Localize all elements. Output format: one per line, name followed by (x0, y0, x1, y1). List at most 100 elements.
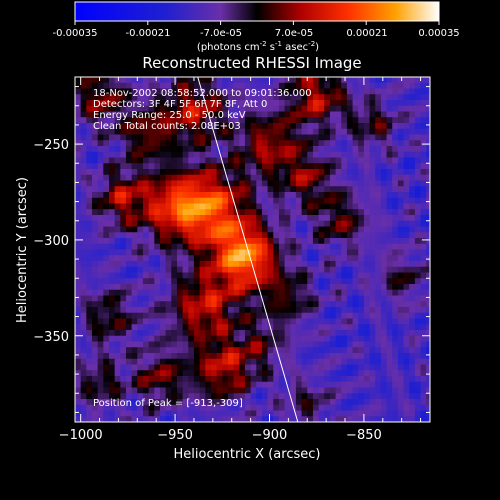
heatmap-cell (380, 88, 388, 95)
heatmap-cell (369, 364, 376, 371)
heatmap-cell (176, 203, 184, 210)
heatmap-cell (403, 266, 410, 274)
heatmap-cell (375, 197, 382, 205)
heatmap-cell (97, 404, 104, 412)
heatmap-cell (159, 358, 167, 366)
heatmap-cell (216, 203, 223, 210)
heatmap-cell (346, 192, 354, 199)
heatmap-cell (267, 77, 274, 84)
heatmap-cell (403, 180, 410, 187)
heatmap-cell (267, 353, 274, 360)
heatmap-cell (199, 255, 206, 262)
heatmap-cell (222, 203, 229, 210)
heatmap-cell (386, 307, 393, 314)
heatmap-cell (307, 324, 314, 331)
heatmap-cell (414, 255, 422, 262)
heatmap-cell (125, 146, 133, 153)
heatmap-cell (114, 272, 121, 279)
heatmap-cell (176, 243, 184, 251)
heatmap-cell (154, 77, 161, 84)
heatmap-cell (114, 376, 121, 383)
heatmap-cell (301, 88, 308, 95)
heatmap-cell (329, 157, 337, 164)
heatmap-cell (380, 278, 388, 285)
heatmap-cell (142, 416, 150, 422)
heatmap-cell (352, 232, 359, 239)
heatmap-cell (205, 272, 212, 279)
heatmap-cell (250, 220, 257, 228)
heatmap-cell (86, 157, 93, 164)
heatmap-cell (114, 111, 121, 118)
heatmap-cell (154, 249, 161, 256)
heatmap-cell (335, 370, 342, 377)
heatmap-cell (188, 272, 195, 279)
heatmap-cell (290, 370, 297, 377)
heatmap-cell (120, 335, 127, 343)
heatmap-cell (205, 134, 212, 141)
heatmap-cell (267, 278, 274, 285)
heatmap-cell (154, 404, 161, 412)
heatmap-cell (369, 284, 376, 291)
heatmap-cell (414, 295, 422, 302)
heatmap-cell (176, 232, 184, 239)
heatmap-cell (114, 238, 121, 245)
heatmap-cell (210, 341, 218, 348)
heatmap-cell (182, 180, 189, 187)
heatmap-cell (346, 330, 354, 337)
heatmap-cell (267, 341, 274, 348)
heatmap-cell (250, 209, 257, 216)
heatmap-cell (97, 82, 104, 90)
heatmap-cell (80, 238, 87, 245)
heatmap-cell (222, 399, 229, 406)
heatmap-cell (120, 376, 127, 383)
heatmap-cell (75, 324, 82, 331)
heatmap-cell (318, 341, 325, 348)
heatmap-cell (358, 169, 365, 176)
heatmap-cell (239, 105, 246, 113)
heatmap-cell (120, 261, 127, 268)
heatmap-cell (273, 376, 280, 383)
heatmap-cell (188, 151, 195, 159)
heatmap-cell (148, 215, 155, 222)
heatmap-cell (386, 318, 393, 325)
heatmap-cell (250, 295, 257, 302)
heatmap-cell (148, 123, 155, 130)
heatmap-cell (205, 146, 212, 153)
heatmap-cell (392, 289, 399, 297)
heatmap-cell (120, 186, 127, 193)
heatmap-cell (414, 312, 422, 320)
heatmap-cell (318, 215, 325, 222)
heatmap-cell (125, 105, 133, 113)
heatmap-cell (239, 111, 246, 118)
heatmap-cell (375, 180, 382, 187)
heatmap-cell (80, 266, 87, 274)
heatmap-cell (358, 100, 365, 107)
heatmap-cell (188, 100, 195, 107)
heatmap-cell (182, 399, 189, 406)
heatmap-cell (188, 335, 195, 343)
heatmap-cell (369, 174, 376, 182)
heatmap-cell (318, 111, 325, 118)
heatmap-cell (352, 197, 359, 205)
heatmap-cell (426, 347, 430, 354)
heatmap-cell (312, 353, 320, 360)
heatmap-cell (278, 140, 286, 147)
heatmap-cell (284, 140, 291, 147)
heatmap-cell (227, 410, 235, 417)
heatmap-cell (227, 197, 235, 205)
heatmap-cell (375, 169, 382, 176)
heatmap-cell (233, 301, 240, 308)
heatmap-cell (171, 174, 178, 182)
heatmap-cell (318, 370, 325, 377)
heatmap-cell (312, 324, 320, 331)
heatmap-cell (341, 284, 348, 291)
heatmap-cell (250, 169, 257, 176)
heatmap-cell (273, 238, 280, 245)
heatmap-cell (188, 209, 195, 216)
heatmap-cell (273, 226, 280, 233)
heatmap-cell (346, 416, 354, 422)
heatmap-cell (159, 180, 167, 187)
heatmap-cell (312, 215, 320, 222)
heatmap-cell (165, 105, 172, 113)
heatmap-cell (318, 312, 325, 320)
